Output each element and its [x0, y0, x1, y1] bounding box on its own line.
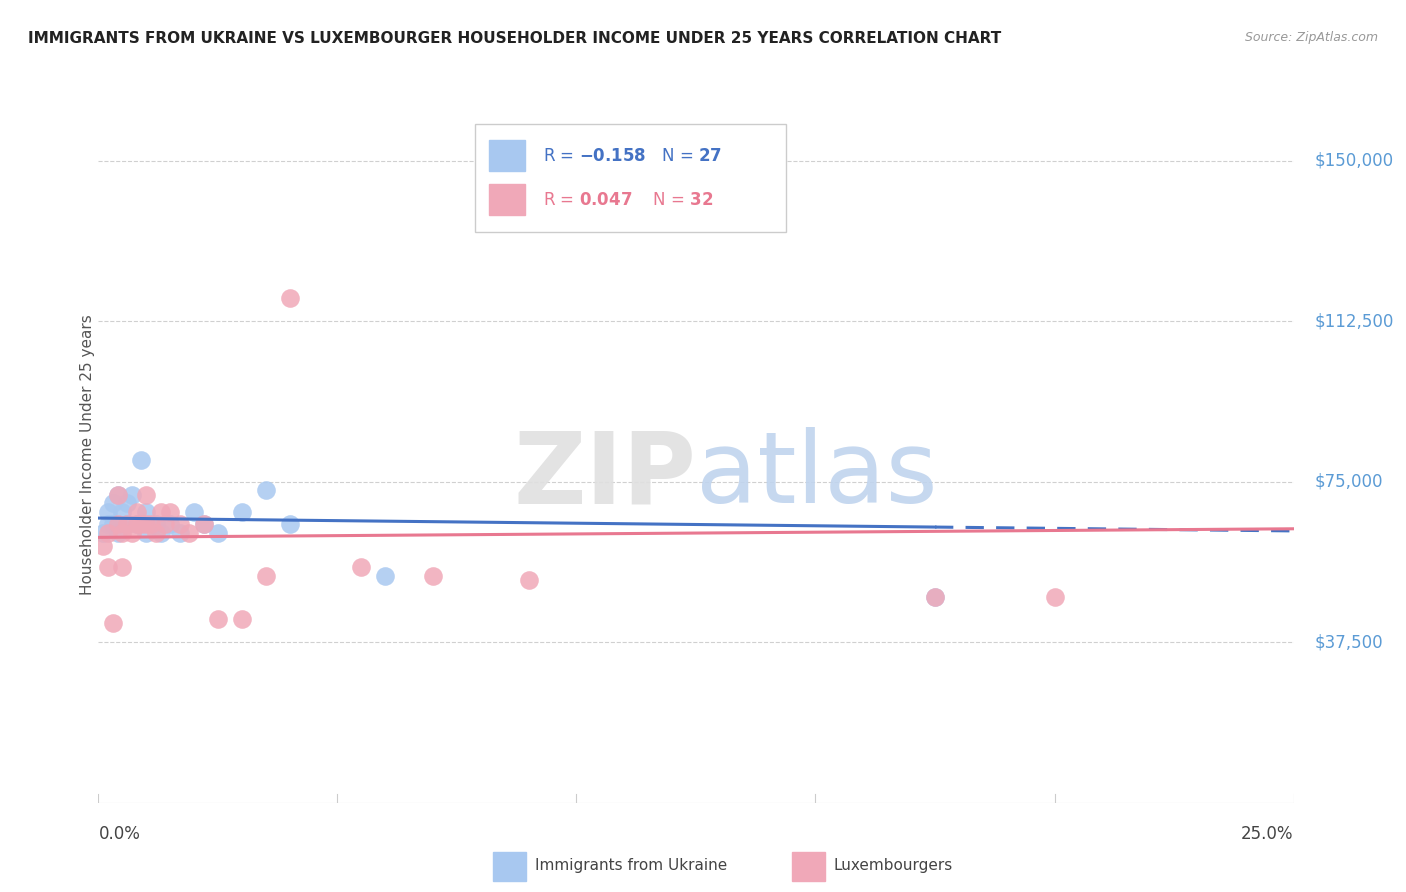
Text: $75,000: $75,000: [1315, 473, 1384, 491]
Text: 25.0%: 25.0%: [1241, 825, 1294, 843]
Point: [145, 517, 167, 532]
Point: [125, 517, 148, 532]
Point: [193, 517, 215, 532]
Point: [91, 526, 114, 541]
Point: [254, 569, 277, 583]
Point: [115, 496, 138, 510]
Text: Immigrants from Ukraine: Immigrants from Ukraine: [534, 858, 727, 873]
Point: [111, 505, 134, 519]
Point: [924, 591, 946, 605]
Point: [207, 612, 229, 626]
Point: [169, 517, 191, 532]
Text: Luxembourgers: Luxembourgers: [834, 858, 953, 873]
Point: [125, 505, 148, 519]
Point: [135, 505, 157, 519]
Text: 0.0%: 0.0%: [98, 825, 141, 843]
Point: [97, 560, 120, 574]
Point: [111, 560, 134, 574]
Point: [131, 453, 153, 467]
Point: [101, 496, 124, 510]
Point: [422, 569, 444, 583]
Point: [159, 517, 181, 532]
Text: $37,500: $37,500: [1315, 633, 1384, 651]
Point: [121, 526, 143, 541]
Point: [149, 505, 172, 519]
Point: [135, 526, 157, 541]
Point: [91, 539, 114, 553]
Point: [135, 487, 157, 501]
Text: R = $\mathbf{-0.158}$   N = $\mathbf{27}$: R = $\mathbf{-0.158}$ N = $\mathbf{27}$: [543, 147, 723, 165]
Text: $150,000: $150,000: [1315, 152, 1393, 169]
Point: [121, 487, 143, 501]
Bar: [792, 852, 825, 880]
Point: [101, 517, 124, 532]
Bar: [494, 852, 526, 880]
Point: [111, 526, 134, 541]
Bar: [489, 184, 524, 215]
Point: [193, 517, 215, 532]
Point: [517, 573, 540, 587]
Point: [115, 517, 138, 532]
Point: [115, 517, 138, 532]
Y-axis label: Householder Income Under 25 years: Householder Income Under 25 years: [80, 315, 94, 595]
Point: [97, 517, 120, 532]
Point: [131, 517, 153, 532]
Point: [139, 517, 162, 532]
Point: [135, 517, 157, 532]
Point: [97, 505, 120, 519]
Point: [125, 517, 148, 532]
Point: [169, 526, 191, 541]
Text: $112,500: $112,500: [1315, 312, 1393, 330]
Text: ZIP: ZIP: [513, 427, 696, 524]
Bar: [489, 140, 524, 171]
Point: [374, 569, 396, 583]
Point: [179, 526, 201, 541]
Point: [254, 483, 277, 498]
Point: [107, 526, 129, 541]
Point: [1043, 591, 1066, 605]
Text: R = $\mathbf{0.047}$    N = $\mathbf{32}$: R = $\mathbf{0.047}$ N = $\mathbf{32}$: [543, 191, 713, 209]
Point: [924, 591, 946, 605]
Text: atlas: atlas: [696, 427, 938, 524]
Point: [183, 505, 205, 519]
FancyBboxPatch shape: [475, 124, 786, 232]
Point: [107, 517, 129, 532]
Text: Source: ZipAtlas.com: Source: ZipAtlas.com: [1244, 31, 1378, 45]
Point: [107, 487, 129, 501]
Point: [278, 291, 301, 305]
Point: [107, 487, 129, 501]
Point: [145, 526, 167, 541]
Point: [231, 505, 253, 519]
Point: [278, 517, 301, 532]
Point: [231, 612, 253, 626]
Point: [97, 526, 120, 541]
Point: [155, 517, 177, 532]
Text: IMMIGRANTS FROM UKRAINE VS LUXEMBOURGER HOUSEHOLDER INCOME UNDER 25 YEARS CORREL: IMMIGRANTS FROM UKRAINE VS LUXEMBOURGER …: [28, 31, 1001, 46]
Point: [159, 505, 181, 519]
Point: [207, 526, 229, 541]
Point: [350, 560, 373, 574]
Point: [149, 526, 172, 541]
Point: [101, 615, 124, 630]
